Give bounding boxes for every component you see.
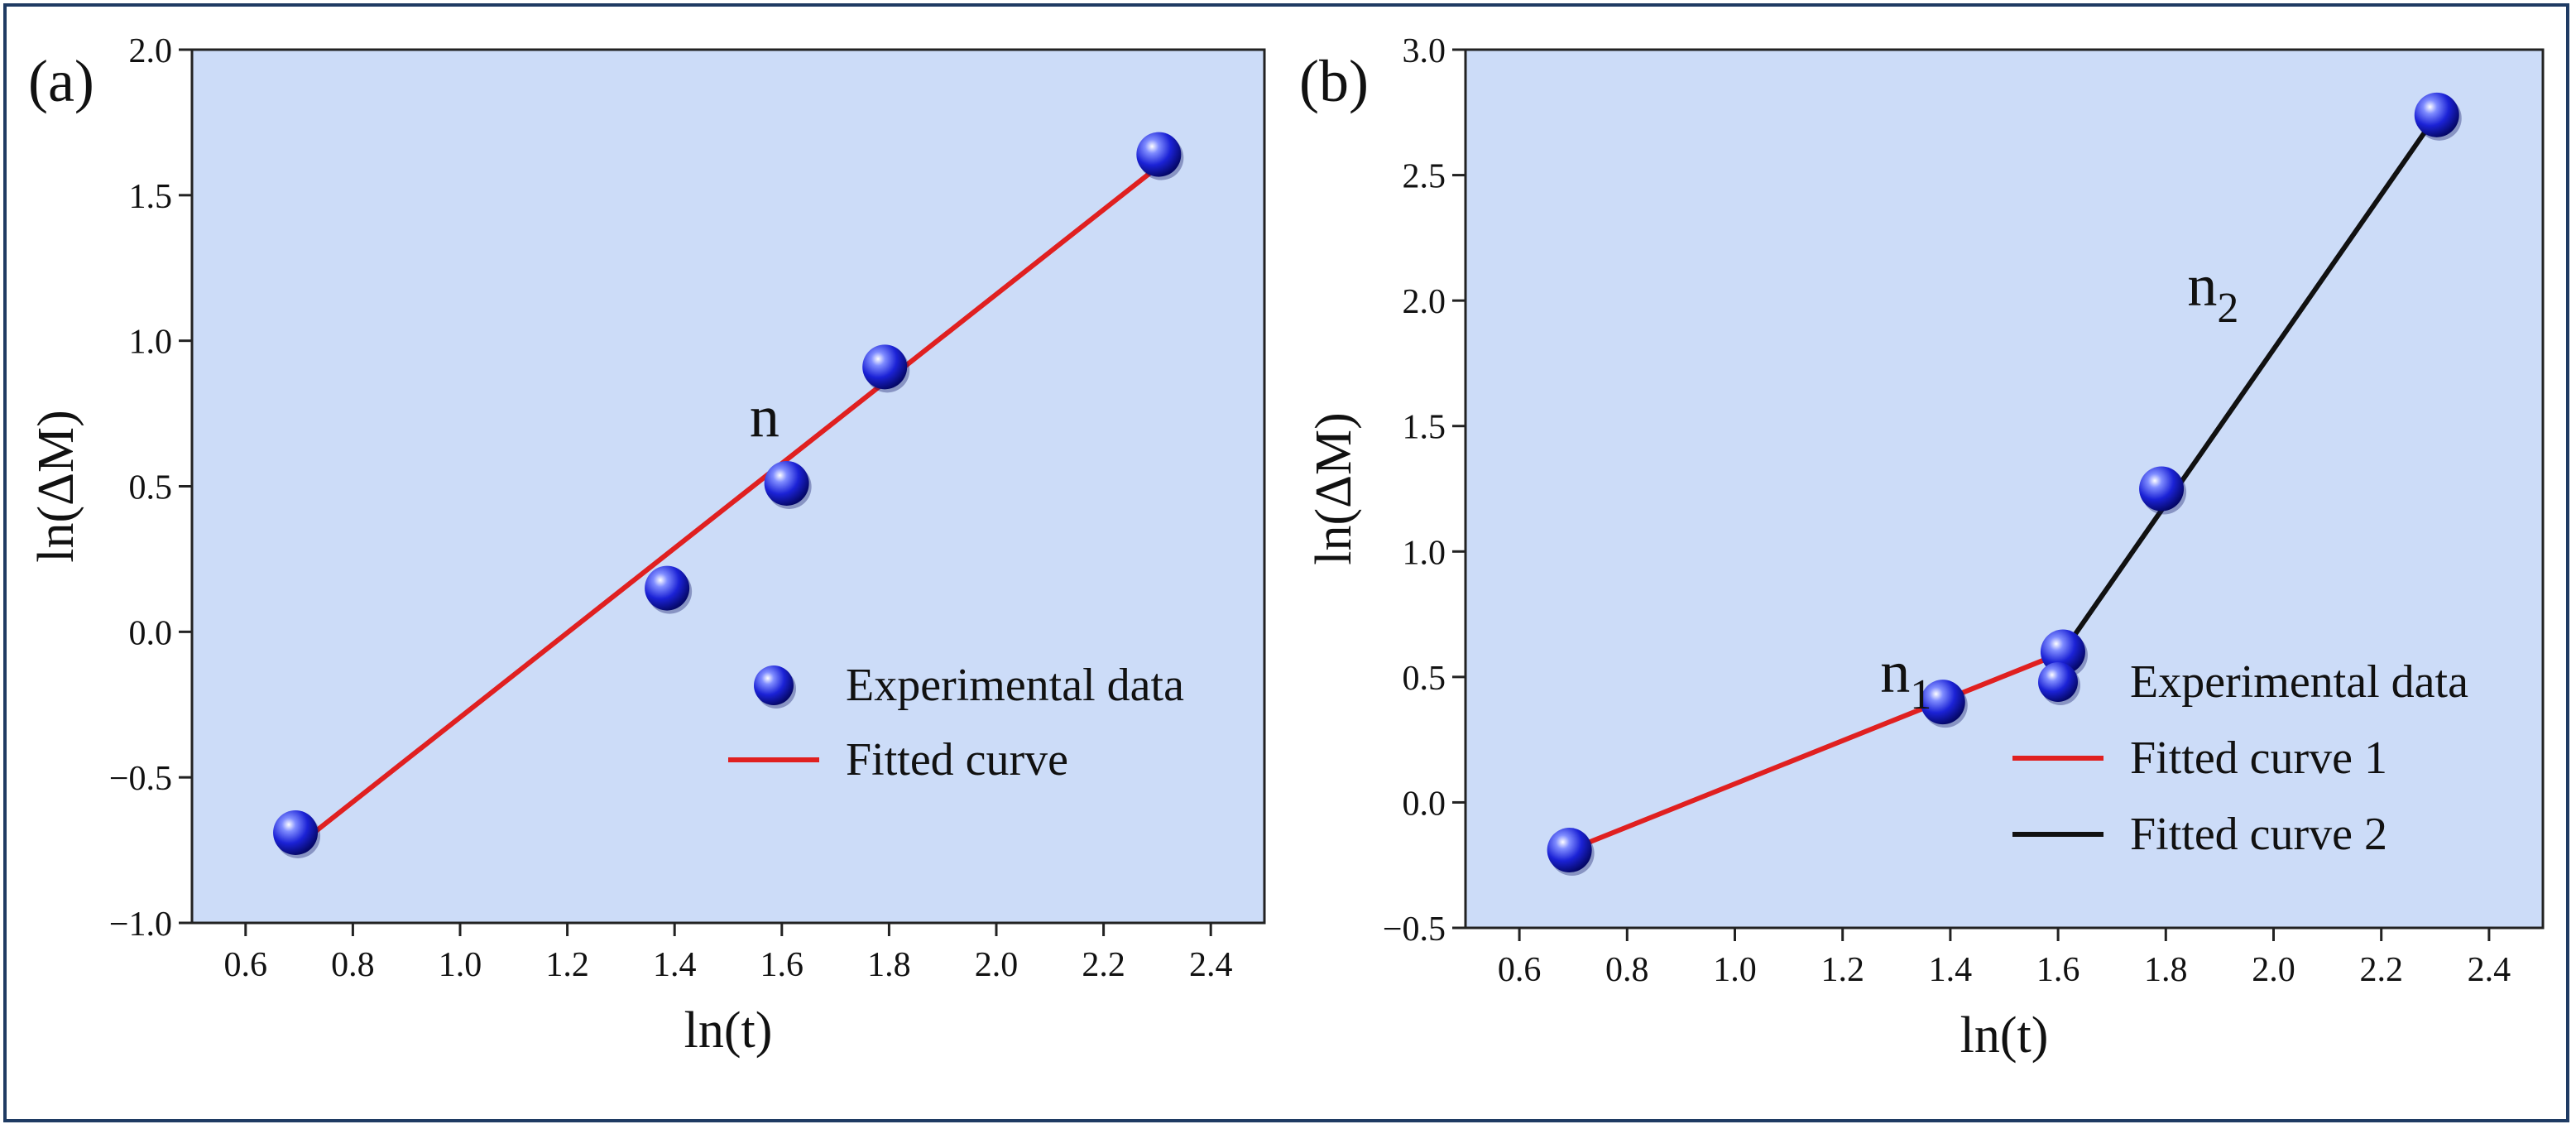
x-tick-label: 1.2 [1820,951,1864,989]
slope-annotation: n2 [2187,252,2238,332]
x-tick-label: 2.0 [975,946,1019,984]
y-tick-label: −1.0 [109,906,172,944]
x-tick-label: 2.0 [2252,951,2295,989]
y-tick-label: 1.5 [129,178,173,216]
x-tick-label: 0.6 [1498,951,1542,989]
y-tick-label: 0.5 [129,469,173,507]
y-tick-label: −0.5 [109,760,172,798]
y-tick-label: 0.0 [1403,785,1446,823]
x-tick-label: 2.2 [2359,951,2403,989]
panel-label: (a) [28,48,94,114]
x-tick-label: 1.4 [1929,951,1973,989]
data-point [2040,629,2085,675]
x-tick-label: 0.6 [224,946,268,984]
data-point [2139,466,2185,512]
x-tick-label: 1.8 [2144,951,2188,989]
plot-area [192,50,1264,923]
data-point [862,344,908,390]
data-point [1920,680,1965,725]
slope-annotation: n [750,384,780,450]
y-tick-label: 0.0 [129,614,173,652]
legend-label: Fitted curve 2 [2130,809,2387,860]
x-tick-label: 1.4 [653,946,697,984]
data-point [273,810,319,855]
y-tick-label: 0.5 [1403,660,1446,698]
chart-b: 0.6 0.8 1.0 1.2 1.4 1.6 1.8 2.0 2.2 2.4 −0.5 0.0 0.5… [1299,32,2545,1064]
legend-label: Experimental data [2130,656,2468,708]
y-axis-title: ln(ΔM) [28,410,84,563]
panel-label: (b) [1299,48,1369,114]
x-tick-label: 0.8 [1605,951,1649,989]
x-tick-label: 2.4 [2468,951,2511,989]
x-tick-label: 1.8 [867,946,911,984]
data-point [645,565,690,611]
legend-marker [2038,662,2078,702]
x-tick-label: 1.2 [545,946,589,984]
data-point [2414,92,2459,137]
fitted-line-1 [293,163,1162,850]
chart-a: 0.6 0.8 1.0 1.2 1.4 1.6 1.8 2.0 2.2 2.4 −1.0 −0.5 0.… [28,32,1266,1059]
data-point [1547,828,1592,873]
slope-annotation: n1 [1880,639,1931,718]
y-tick-label: 3.0 [1403,32,1446,70]
x-tick-label: 2.4 [1189,946,1233,984]
fitted-line-1 [1566,651,2061,853]
y-tick-label: −0.5 [1383,910,1446,949]
y-tick-label: 1.0 [1403,534,1446,572]
legend: Experimental data Fitted curve [728,660,1184,785]
y-tick-label: 2.5 [1403,158,1446,196]
x-tick-label: 1.6 [760,946,804,984]
data-point [764,460,809,506]
y-tick-label: 2.0 [1403,283,1446,321]
plot-area [1465,50,2543,928]
legend-label: Experimental data [846,660,1184,711]
data-point [1136,132,1182,177]
x-tick-label: 0.8 [331,946,375,984]
fitted-line-2 [2060,112,2439,655]
x-tick-label: 2.2 [1082,946,1125,984]
x-axis-title: ln(t) [1960,1007,2049,1064]
legend-label: Fitted curve 1 [2130,733,2387,784]
x-tick-label: 1.0 [1713,951,1757,989]
legend: Experimental data Fitted curve 1 Fitted cu… [2012,656,2468,860]
y-tick-label: 1.0 [129,324,173,362]
x-axis-title: ln(t) [684,1002,773,1059]
axes-frame [1464,48,2545,930]
legend-marker [754,665,794,705]
x-tick-label: 1.6 [2036,951,2080,989]
y-axis-title: ln(ΔM) [1306,412,1362,565]
y-tick-label: 2.0 [129,32,173,70]
x-tick-label: 1.0 [439,946,482,984]
y-tick-label: 1.5 [1403,409,1446,447]
legend-label: Fitted curve [846,734,1068,785]
